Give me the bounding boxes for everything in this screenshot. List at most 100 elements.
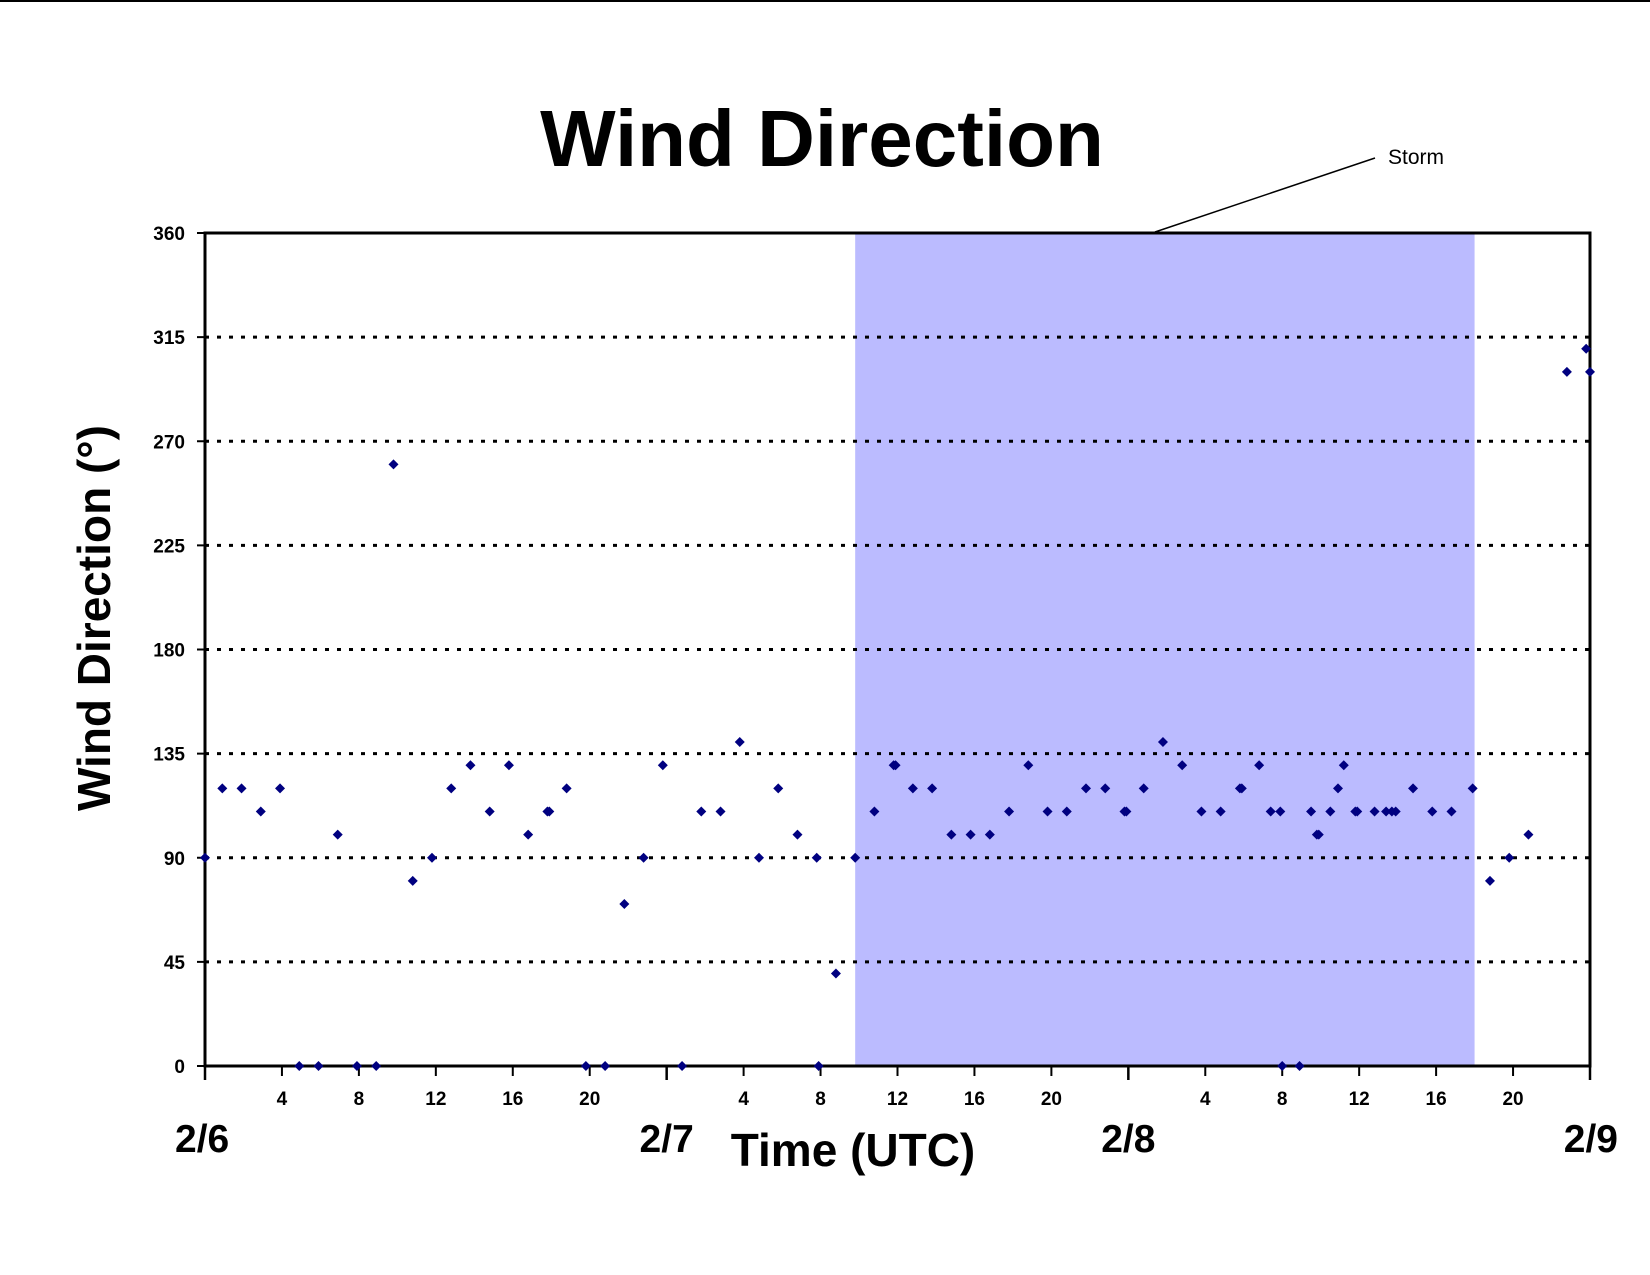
x-tick-label: 4 <box>277 1089 288 1110</box>
data-point <box>255 806 266 817</box>
data-point <box>1352 806 1363 817</box>
y-tick-label: 135 <box>153 745 185 766</box>
data-point <box>811 852 822 863</box>
x-tick-label: 8 <box>1277 1089 1288 1110</box>
x-tick-label: 8 <box>354 1089 365 1110</box>
data-point <box>465 760 476 771</box>
data-point <box>1427 806 1438 817</box>
data-point <box>1333 783 1344 794</box>
x-tick-label: 12 <box>425 1089 446 1110</box>
data-point <box>1254 760 1265 771</box>
x-tick-label: 20 <box>1041 1089 1062 1110</box>
data-point <box>1381 806 1392 817</box>
x-tick-label: 12 <box>887 1089 908 1110</box>
data-point <box>1585 366 1595 377</box>
data-point <box>1523 829 1534 840</box>
chart-title: Wind Direction <box>540 94 1104 183</box>
y-tick-label: 360 <box>153 224 185 245</box>
data-point <box>830 968 841 979</box>
data-point <box>1408 783 1419 794</box>
data-point <box>638 852 649 863</box>
data-point <box>388 459 399 470</box>
data-point <box>907 783 918 794</box>
data-point <box>351 1061 362 1071</box>
data-point <box>371 1061 382 1071</box>
data-point <box>503 760 514 771</box>
data-point <box>426 852 437 863</box>
data-point <box>561 783 572 794</box>
data-point <box>544 806 555 817</box>
x-day-label: 2/6 <box>175 1118 229 1161</box>
data-point <box>1215 806 1226 817</box>
data-point <box>1236 783 1247 794</box>
data-point <box>1100 783 1111 794</box>
y-tick-label: 315 <box>153 328 185 349</box>
data-point <box>984 829 995 840</box>
data-point <box>1369 806 1380 817</box>
data-point <box>734 737 745 748</box>
x-tick-label: 16 <box>964 1089 985 1110</box>
y-axis: 0 45 90 135 180 225 270 315 360 <box>153 224 205 1078</box>
data-point <box>1277 1061 1288 1071</box>
y-tick-label: 45 <box>164 953 186 974</box>
data-point <box>1561 366 1572 377</box>
data-point <box>619 899 630 910</box>
y-tick-label: 270 <box>153 432 185 453</box>
data-point <box>1023 760 1034 771</box>
data-point <box>446 783 457 794</box>
data-point <box>600 1061 611 1071</box>
data-point <box>1196 806 1207 817</box>
data-point <box>1275 806 1286 817</box>
x-axis: 4 8 12 16 20 4 8 12 16 20 4 8 12 16 20 2/6 2/7 2/8 2/9 <box>175 1066 1618 1161</box>
data-point <box>1121 806 1132 817</box>
data-point <box>754 852 764 863</box>
x-tick-label: 4 <box>1200 1089 1211 1110</box>
data-point <box>523 829 534 840</box>
x-axis-title: Time (UTC) <box>731 1124 976 1176</box>
x-tick-label: 4 <box>738 1089 749 1110</box>
data-point <box>217 783 228 794</box>
data-point <box>580 1061 591 1071</box>
data-point <box>1338 760 1349 771</box>
data-point <box>1177 760 1188 771</box>
y-tick-label: 90 <box>164 849 185 870</box>
data-point <box>1004 806 1015 817</box>
storm-annotation-line <box>1154 157 1376 233</box>
x-day-label: 2/9 <box>1564 1118 1618 1161</box>
data-point <box>1157 737 1168 748</box>
data-point <box>927 783 938 794</box>
x-day-label: 2/7 <box>640 1118 694 1161</box>
x-tick-label: 16 <box>502 1089 523 1110</box>
data-point <box>1484 875 1495 886</box>
data-point <box>696 806 707 817</box>
data-point <box>1467 783 1478 794</box>
data-point <box>484 806 495 817</box>
data-point <box>657 760 668 771</box>
data-point <box>890 760 901 771</box>
x-tick-label: 8 <box>815 1089 826 1110</box>
data-point <box>1325 806 1336 817</box>
data-point <box>946 829 957 840</box>
plot-area-frame <box>203 231 1592 1068</box>
data-point <box>1081 783 1092 794</box>
data-point <box>236 783 247 794</box>
data-point <box>773 783 784 794</box>
x-day-label: 2/8 <box>1101 1118 1155 1161</box>
x-tick-label: 20 <box>579 1089 600 1110</box>
data-points <box>200 343 1595 1071</box>
data-point <box>407 875 418 886</box>
data-point <box>275 783 286 794</box>
y-tick-label: 225 <box>153 536 185 557</box>
data-point <box>294 1061 305 1071</box>
data-point <box>1138 783 1149 794</box>
data-point <box>965 829 976 840</box>
data-point <box>1581 343 1592 354</box>
data-point <box>1042 806 1053 817</box>
x-tick-label: 20 <box>1502 1089 1523 1110</box>
data-point <box>332 829 343 840</box>
data-point <box>1294 1061 1305 1071</box>
data-point <box>313 1061 324 1071</box>
data-point <box>1306 806 1317 817</box>
data-point <box>792 829 803 840</box>
